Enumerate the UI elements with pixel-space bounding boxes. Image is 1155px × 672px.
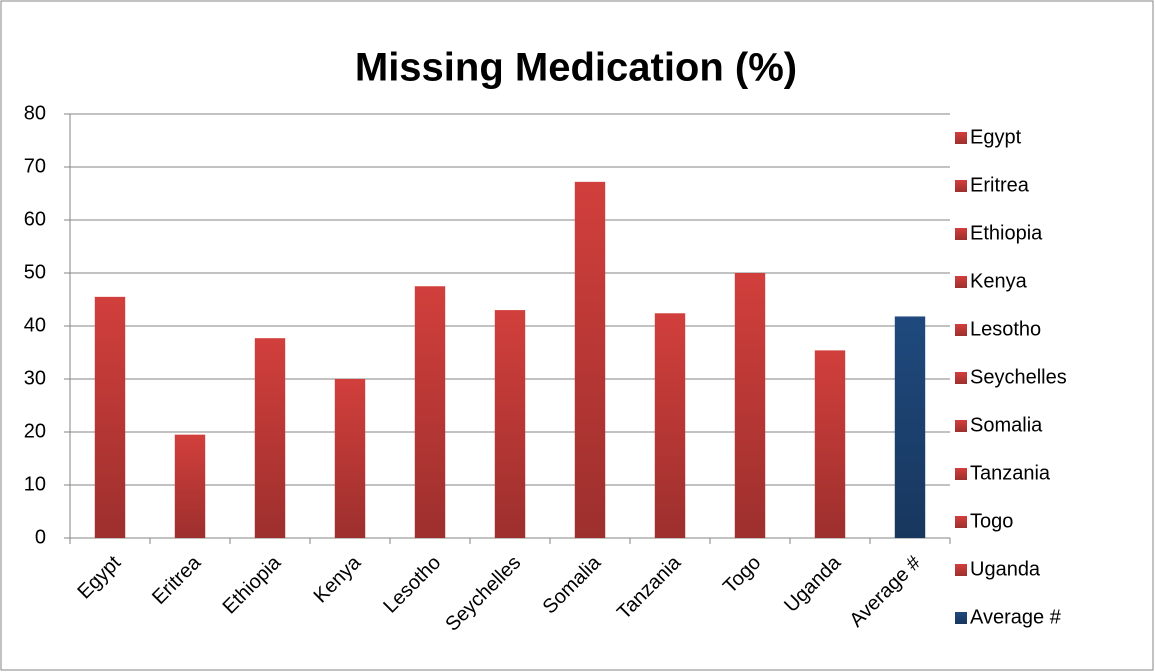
bar-shade <box>254 338 286 538</box>
legend-swatch-shade <box>955 516 967 528</box>
bar-shade <box>814 350 846 538</box>
y-tick-label: 70 <box>24 155 46 177</box>
legend-swatch-shade <box>955 324 967 336</box>
legend-swatch-shade <box>955 372 967 384</box>
legend-label: Uganda <box>970 558 1041 580</box>
y-tick-label: 20 <box>24 420 46 442</box>
legend-label: Somalia <box>970 414 1043 436</box>
bar-shade <box>734 273 766 538</box>
y-tick-label: 10 <box>24 473 46 495</box>
legend-swatch-shade <box>955 564 967 576</box>
legend-swatch-shade <box>955 180 967 192</box>
y-tick-label: 40 <box>24 314 46 336</box>
legend-label: Lesotho <box>970 318 1041 340</box>
y-tick-label: 80 <box>24 102 46 124</box>
legend-label: Ethiopia <box>970 222 1043 244</box>
bar-shade <box>174 434 206 538</box>
bar-shade <box>574 181 606 538</box>
legend-label: Eritrea <box>970 174 1030 196</box>
legend-label: Togo <box>970 510 1013 532</box>
bar-shade <box>94 296 126 538</box>
bar-shade <box>414 286 446 538</box>
bar-shade <box>494 310 526 538</box>
y-tick-label: 60 <box>24 208 46 230</box>
bar-shade <box>654 313 686 538</box>
legend-label: Seychelles <box>970 366 1067 388</box>
legend-swatch-shade <box>955 612 967 624</box>
legend-swatch-shade <box>955 420 967 432</box>
legend-swatch-shade <box>955 132 967 144</box>
chart-title: Missing Medication (%) <box>355 46 797 90</box>
legend-swatch-shade <box>955 468 967 480</box>
legend-label: Average # <box>970 606 1062 628</box>
legend-label: Egypt <box>970 126 1022 148</box>
bar-shade <box>894 316 926 538</box>
y-tick-label: 30 <box>24 367 46 389</box>
legend-label: Kenya <box>970 270 1028 292</box>
legend-swatch-shade <box>955 228 967 240</box>
bar-shade <box>334 379 366 538</box>
y-tick-label: 0 <box>35 526 46 548</box>
y-tick-label: 50 <box>24 261 46 283</box>
legend-swatch-shade <box>955 276 967 288</box>
legend-label: Tanzania <box>970 462 1051 484</box>
